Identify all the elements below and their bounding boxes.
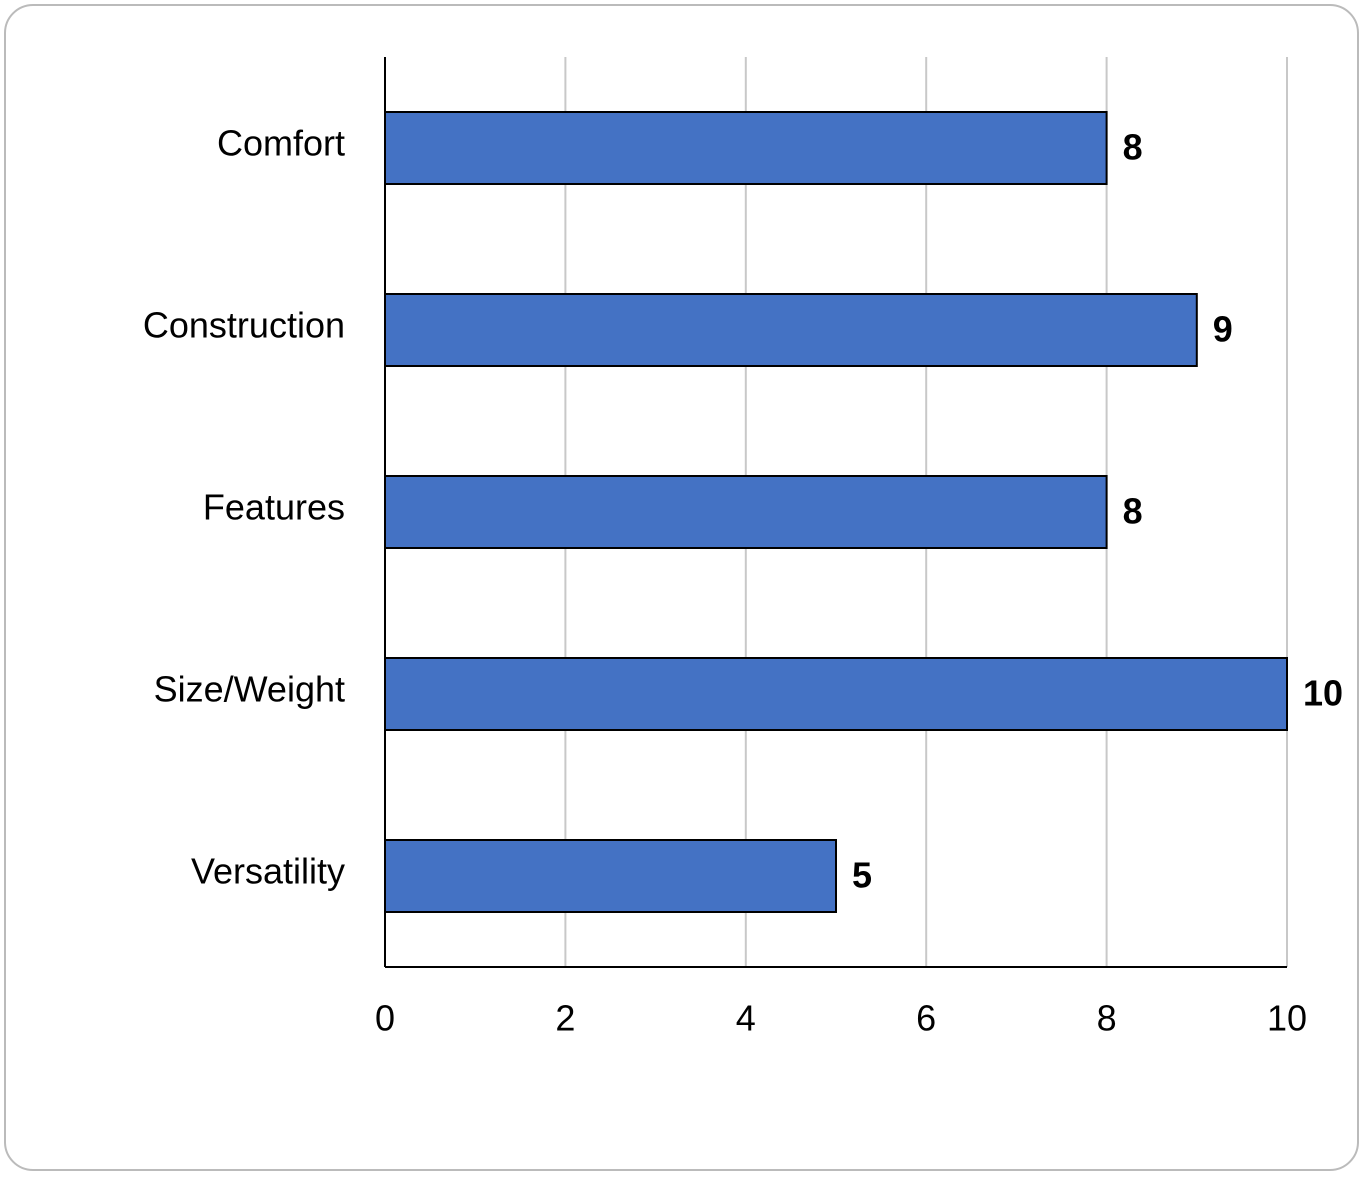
data-label: 5 (852, 855, 872, 896)
x-tick-label: 8 (1097, 998, 1117, 1039)
labels: 0 2 4 6 8 10 Comfort 8 Construction 9 Features 8 Siz… (143, 123, 1343, 1039)
y-tick-label: Features (203, 487, 345, 528)
y-tick-label: Construction (143, 305, 345, 346)
bar (384, 839, 837, 913)
bar (384, 657, 1288, 731)
x-tick-label: 6 (916, 998, 936, 1039)
data-label: 9 (1213, 309, 1233, 350)
bar (384, 111, 1108, 185)
x-tick-label: 0 (375, 998, 395, 1039)
x-tick-label: 2 (555, 998, 575, 1039)
bar (384, 475, 1108, 549)
data-label: 8 (1123, 491, 1143, 532)
y-tick-label: Size/Weight (154, 669, 345, 710)
x-tick-label: 10 (1267, 998, 1307, 1039)
x-tick-label: 4 (736, 998, 756, 1039)
bar (384, 293, 1198, 367)
data-label: 8 (1123, 127, 1143, 168)
y-tick-label: Versatility (191, 851, 345, 892)
bars (384, 111, 1288, 913)
y-tick-label: Comfort (217, 123, 345, 164)
data-label: 10 (1303, 673, 1343, 714)
